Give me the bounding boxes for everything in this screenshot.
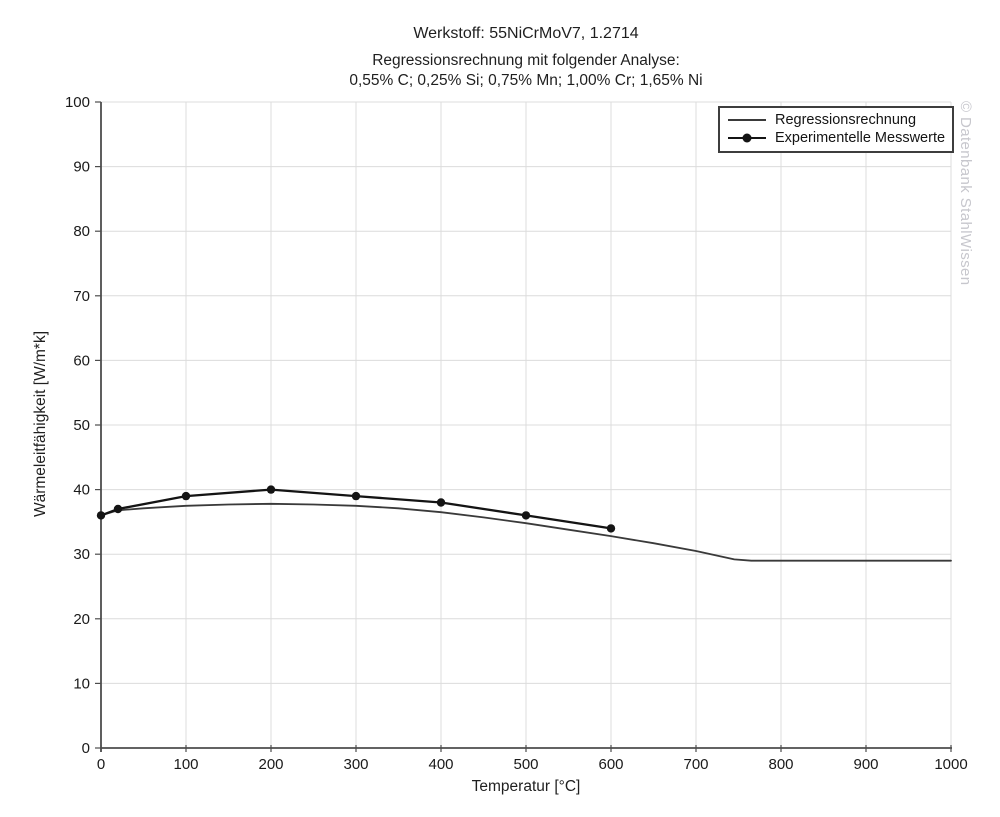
regression-line-sample-icon [728,119,766,121]
watermark: © Datenbank StahlWissen [957,101,974,286]
legend-item-experimental: Experimentelle Messwerte [728,129,946,147]
circle-marker-icon [742,133,752,143]
x-tick-label: 300 [343,756,368,773]
experimental-line-marker-sample-icon [728,133,766,143]
x-tick-label: 0 [97,756,105,773]
y-tick-label: 40 [73,482,90,499]
legend-label-regression: Regressionsrechnung [775,112,917,128]
y-axis-label: Wärmeleitfähigkeit [W/m*k] [32,330,49,518]
chart-subtitle-analysis: Regressionsrechnung mit folgender Analys… [372,52,680,69]
x-tick-label: 400 [428,756,453,773]
y-tick-label: 70 [73,288,90,305]
x-tick-label: 900 [853,756,878,773]
y-tick-label: 90 [73,159,90,176]
y-tick-label: 30 [73,546,90,563]
y-tick-label: 50 [73,417,90,434]
data-point-marker [436,498,446,507]
data-point-marker [351,491,361,501]
gridlines [101,101,952,748]
y-tick-label: 80 [73,223,90,240]
x-tick-label: 200 [258,756,283,773]
x-tick-labels: 0 100 200 300 400 500 600 700 800 900 1000 [97,756,968,773]
data-point-marker [521,511,531,520]
x-tick-label: 800 [768,756,793,773]
x-tick-label: 500 [513,756,538,773]
data-point-marker [181,491,191,501]
y-tick-label: 10 [73,675,90,692]
axis-ticks [95,101,952,752]
legend-item-regression: Regressionsrechnung [728,111,946,129]
series-regressionsrechnung [100,502,952,562]
chart-subtitle-composition: 0,55% C; 0,25% Si; 0,75% Mn; 1,00% Cr; 1… [349,72,703,89]
x-axis-label: Temperatur [°C] [471,778,581,795]
series-experimentelle-messwerte [96,485,616,533]
y-tick-label: 100 [65,94,90,111]
data-point-marker [606,524,616,533]
legend-label-experimental: Experimentelle Messwerte [775,130,946,146]
x-tick-label: 100 [173,756,198,773]
x-tick-label: 1000 [934,756,967,773]
y-tick-labels: 0 10 20 30 40 50 60 70 80 90 100 [65,94,90,757]
y-tick-label: 0 [82,740,90,757]
x-tick-label: 700 [683,756,708,773]
chart-title: Werkstoff: 55NiCrMoV7, 1.2714 [413,25,639,42]
data-point-marker [113,504,123,514]
data-point-marker [266,485,276,494]
y-tick-label: 60 [73,352,90,369]
chart-legend: Regressionsrechnung Experimentelle Messw… [718,106,954,153]
x-tick-label: 600 [598,756,623,773]
y-tick-label: 20 [73,611,90,628]
data-point-marker [96,511,106,520]
